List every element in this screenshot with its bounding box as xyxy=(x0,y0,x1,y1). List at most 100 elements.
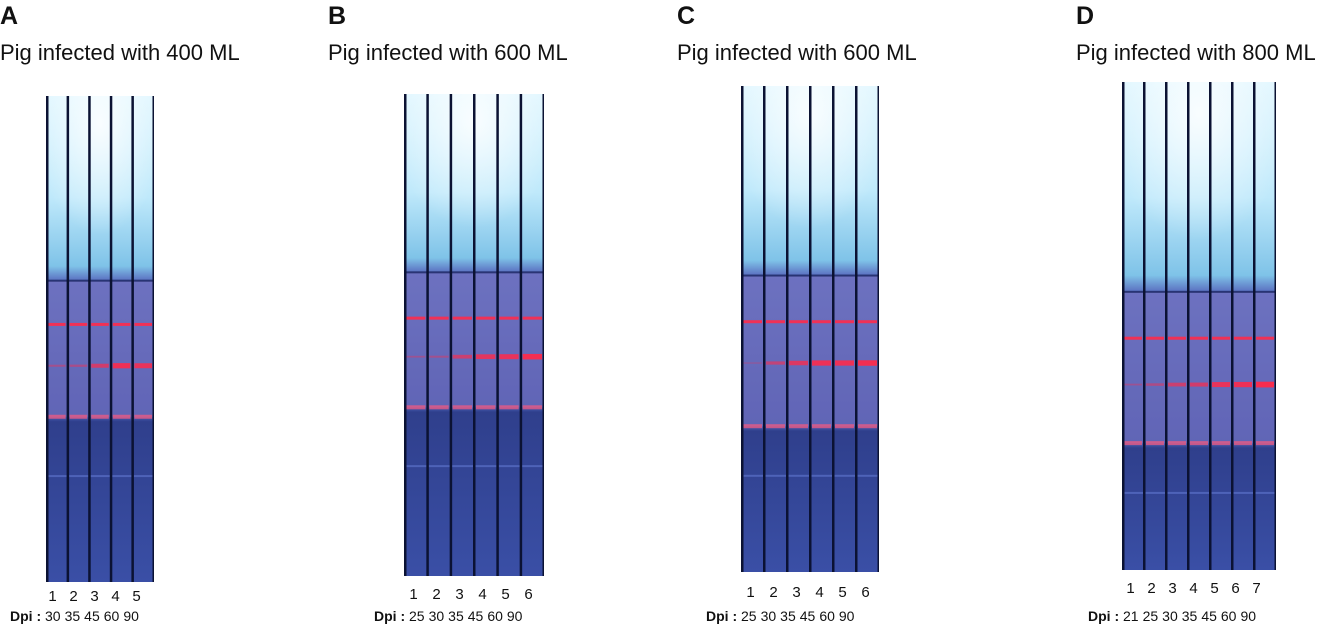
control-line xyxy=(743,320,762,324)
lane-number: 3 xyxy=(1168,580,1177,597)
control-line xyxy=(812,320,831,324)
test-line xyxy=(1168,382,1186,387)
strip-divider xyxy=(496,94,499,576)
sample-line xyxy=(476,405,496,410)
dpi-value: 60 xyxy=(819,608,835,624)
lane-number: 7 xyxy=(1252,580,1261,597)
dpi-value: 35 xyxy=(64,608,81,624)
sample-line xyxy=(1234,441,1252,446)
control-line xyxy=(522,316,542,320)
dpi-label: Dpi : xyxy=(706,608,738,624)
strip-divider xyxy=(88,96,91,582)
sample-line xyxy=(1190,441,1208,446)
test-line xyxy=(1146,383,1164,386)
dpi-label: Dpi : xyxy=(1088,608,1120,624)
lane-number: 4 xyxy=(478,586,487,603)
control-line xyxy=(48,322,66,326)
panel-title: Pig infected with 800 ML xyxy=(1076,40,1316,65)
pad-boundary xyxy=(46,475,154,478)
illumination-glow xyxy=(46,96,154,281)
strip-divider xyxy=(832,86,835,572)
test-line xyxy=(743,362,762,364)
test-line xyxy=(452,354,472,359)
sample-line xyxy=(112,414,131,419)
panel-letter: A xyxy=(0,2,19,30)
test-line xyxy=(1190,382,1208,387)
panel-title: Pig infected with 600 ML xyxy=(677,40,917,65)
dpi-value: 45 xyxy=(84,608,100,624)
control-line xyxy=(91,322,109,326)
dpi-value: 45 xyxy=(1201,608,1217,624)
strip-divider xyxy=(1274,82,1276,570)
lane-number: 6 xyxy=(1231,580,1240,597)
dpi-row: Dpi : 25 30 35 45 60 90 xyxy=(706,608,858,624)
sample-line xyxy=(1124,441,1142,446)
dpi-value: 30 xyxy=(45,608,61,624)
lane-number: 5 xyxy=(838,584,847,601)
lane-number: 3 xyxy=(792,584,801,601)
test-line xyxy=(1124,383,1142,386)
lane-number: 4 xyxy=(815,584,824,601)
sample-line xyxy=(858,424,877,429)
control-line xyxy=(429,316,449,320)
dpi-value: 25 xyxy=(409,608,425,624)
dpi-value: 60 xyxy=(487,608,503,624)
sample-line xyxy=(1256,441,1274,446)
sample-line xyxy=(1168,441,1186,446)
strip-divider xyxy=(855,86,858,572)
strip-divider xyxy=(66,96,70,582)
panel-letter: D xyxy=(1076,2,1095,30)
control-line xyxy=(1168,336,1186,340)
test-line xyxy=(766,361,785,365)
panel-letter: B xyxy=(328,2,347,30)
test-line xyxy=(48,364,66,367)
lane-number: 4 xyxy=(111,588,120,605)
dpi-label: Dpi : xyxy=(10,608,42,624)
sample-line xyxy=(452,405,472,410)
lane-number: 6 xyxy=(861,584,870,601)
test-line xyxy=(91,363,109,368)
control-line xyxy=(499,316,519,320)
lane-number: 1 xyxy=(409,586,418,603)
test-line xyxy=(134,363,152,369)
lane-number: 2 xyxy=(769,584,778,601)
dpi-row: Dpi : 21 25 30 35 45 60 90 xyxy=(1088,608,1260,624)
lane-number: 1 xyxy=(48,588,57,605)
control-line xyxy=(134,322,152,326)
strip-divider xyxy=(809,86,812,572)
test-line xyxy=(499,354,519,360)
test-line xyxy=(1256,381,1274,388)
sample-line xyxy=(812,424,831,429)
panel-title: Pig infected with 600 ML xyxy=(328,40,568,65)
membrane-area xyxy=(1122,291,1276,444)
strip-divider xyxy=(741,86,744,572)
lane-number: 3 xyxy=(90,588,99,605)
dpi-value: 30 xyxy=(428,608,445,624)
lane-number: 2 xyxy=(432,586,441,603)
test-line xyxy=(406,355,426,358)
strip-divider xyxy=(109,96,113,582)
test-line xyxy=(429,355,449,358)
control-line xyxy=(1256,336,1274,340)
test-line xyxy=(835,360,854,366)
panel-title: Pig infected with 400 ML xyxy=(0,40,240,65)
control-line xyxy=(1146,336,1164,340)
strip-divider xyxy=(1122,82,1125,570)
sample-line xyxy=(48,414,66,419)
dpi-value: 35 xyxy=(780,608,796,624)
test-line xyxy=(789,360,808,366)
illumination-glow xyxy=(1122,82,1276,292)
dpi-row: Dpi : 25 30 35 45 60 90 xyxy=(374,608,526,624)
test-line xyxy=(812,360,831,366)
lane-number: 5 xyxy=(132,588,141,605)
sample-line xyxy=(743,424,762,429)
lane-number: 2 xyxy=(1147,580,1156,597)
test-line xyxy=(69,364,88,367)
strip-divider xyxy=(1187,82,1190,570)
dpi-value: 30 xyxy=(1162,608,1178,624)
dpi-value: 90 xyxy=(1240,608,1257,624)
